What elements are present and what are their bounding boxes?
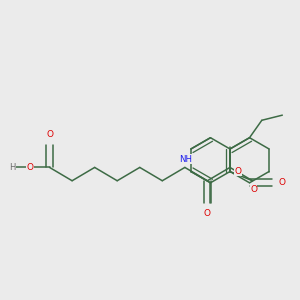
Text: O: O [204,209,211,218]
Text: O: O [279,178,286,187]
Text: H: H [10,163,16,172]
Text: NH: NH [179,155,192,164]
Text: O: O [250,185,257,194]
Text: O: O [27,163,34,172]
Text: O: O [235,167,242,176]
Text: O: O [46,130,53,139]
